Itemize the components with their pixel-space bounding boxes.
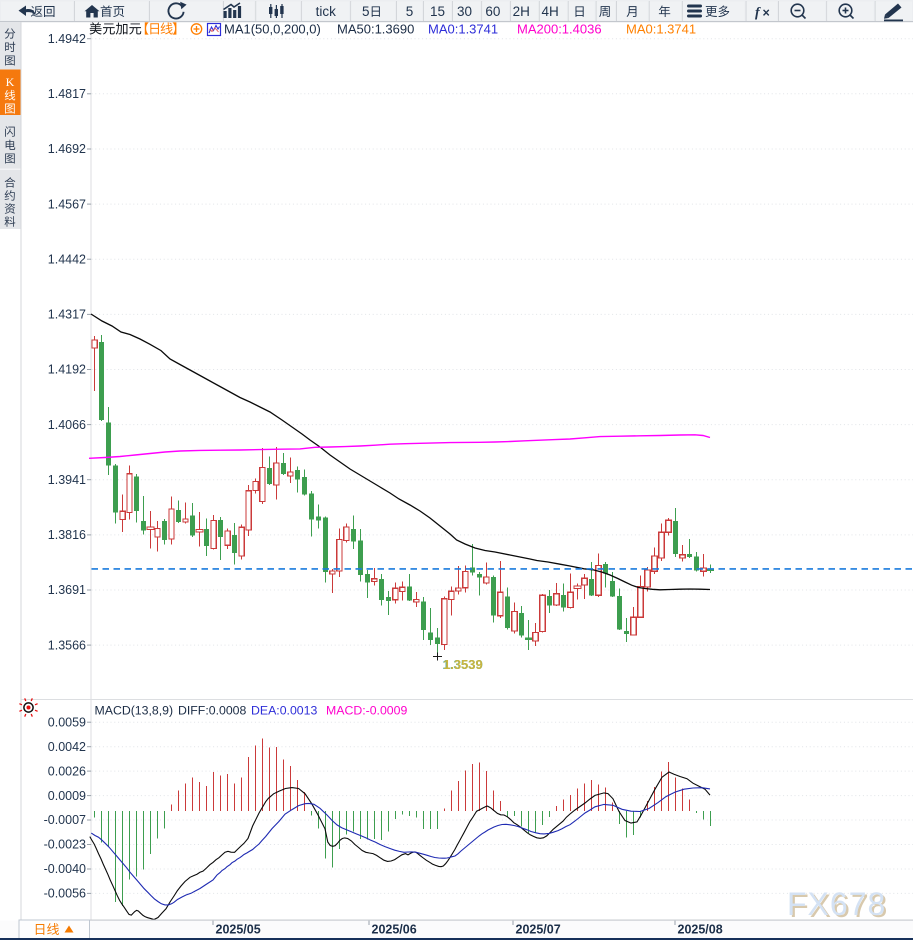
- svg-text:15: 15: [430, 4, 445, 19]
- svg-text:4H: 4H: [541, 4, 558, 19]
- svg-text:2H: 2H: [513, 4, 530, 19]
- svg-text:-0.0040: -0.0040: [44, 862, 86, 876]
- svg-text:1.3539: 1.3539: [443, 657, 482, 672]
- svg-text:tick: tick: [316, 4, 337, 19]
- svg-text:2025/06: 2025/06: [372, 923, 417, 937]
- svg-text:MACD:-0.0009: MACD:-0.0009: [326, 704, 407, 718]
- svg-text:-0.0023: -0.0023: [44, 838, 86, 852]
- svg-text:1.3691: 1.3691: [48, 583, 86, 597]
- svg-text:1.4692: 1.4692: [48, 142, 86, 156]
- svg-text:f: f: [755, 6, 761, 21]
- svg-text:FX678: FX678: [789, 888, 888, 924]
- svg-text:60: 60: [485, 4, 500, 19]
- svg-text:DEA:0.0013: DEA:0.0013: [251, 704, 317, 718]
- svg-text:2025/07: 2025/07: [516, 923, 561, 937]
- svg-text:×: ×: [763, 6, 770, 20]
- svg-text:1.4317: 1.4317: [48, 308, 86, 322]
- svg-text:MA50:1.3690: MA50:1.3690: [337, 22, 414, 37]
- svg-text:1.3816: 1.3816: [48, 528, 86, 542]
- svg-text:0.0059: 0.0059: [48, 715, 86, 729]
- svg-text:MA1(50,0,200,0): MA1(50,0,200,0): [224, 22, 321, 37]
- svg-text:1.4817: 1.4817: [48, 87, 86, 101]
- svg-text:1.4192: 1.4192: [48, 363, 86, 377]
- svg-text:1.4942: 1.4942: [48, 32, 86, 46]
- svg-text:0.0009: 0.0009: [48, 789, 86, 803]
- svg-text:30: 30: [457, 4, 472, 19]
- svg-text:1.3539: 1.3539: [443, 657, 483, 672]
- svg-text:2025/05: 2025/05: [216, 923, 261, 937]
- svg-text:K: K: [6, 75, 15, 89]
- svg-text:DIFF:0.0008: DIFF:0.0008: [178, 704, 247, 718]
- svg-text:MA0:1.3741: MA0:1.3741: [428, 22, 498, 37]
- svg-text:MA0:1.3741: MA0:1.3741: [626, 22, 696, 37]
- svg-text:1.3941: 1.3941: [48, 473, 86, 487]
- svg-text:0.0042: 0.0042: [48, 740, 86, 754]
- svg-text:1.3566: 1.3566: [48, 638, 86, 652]
- svg-text:2025/08: 2025/08: [678, 923, 723, 937]
- svg-text:5: 5: [362, 4, 370, 19]
- svg-text:MACD(13,8,9): MACD(13,8,9): [95, 704, 174, 718]
- svg-text:MA200:1.4036: MA200:1.4036: [517, 22, 602, 37]
- svg-text:-0.0056: -0.0056: [44, 887, 86, 901]
- svg-text:5: 5: [406, 4, 414, 19]
- svg-text:-0.0007: -0.0007: [44, 813, 86, 827]
- svg-text:FX678: FX678: [787, 886, 886, 922]
- svg-text:0.0026: 0.0026: [48, 764, 86, 778]
- svg-text:1.4442: 1.4442: [48, 252, 86, 266]
- svg-text:1.4066: 1.4066: [48, 418, 86, 432]
- svg-text:1.4567: 1.4567: [48, 197, 86, 211]
